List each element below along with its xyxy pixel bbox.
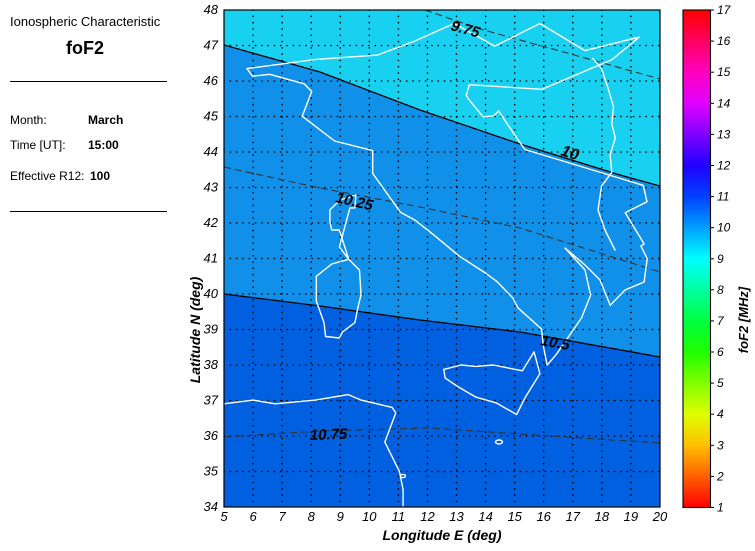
svg-text:34: 34 [204,499,218,514]
svg-text:Longitude E (deg): Longitude E (deg) [383,527,502,543]
svg-text:44: 44 [204,144,218,159]
svg-text:12: 12 [420,509,435,524]
svg-text:2: 2 [716,469,724,483]
svg-text:19: 19 [624,509,638,524]
svg-text:39: 39 [204,322,218,337]
svg-text:14: 14 [478,509,492,524]
svg-text:37: 37 [204,393,219,408]
svg-text:10: 10 [362,509,377,524]
svg-text:41: 41 [204,251,218,266]
svg-text:4: 4 [717,407,724,421]
svg-text:7: 7 [717,314,725,328]
svg-text:10: 10 [717,221,731,235]
svg-text:12: 12 [717,159,731,173]
svg-text:9: 9 [337,509,344,524]
svg-text:20: 20 [652,509,668,524]
svg-text:16: 16 [717,34,731,48]
svg-text:35: 35 [204,464,219,479]
svg-text:36: 36 [204,428,219,443]
svg-text:42: 42 [204,215,219,230]
svg-text:9: 9 [717,252,724,266]
svg-text:13: 13 [449,509,464,524]
svg-text:7: 7 [278,509,286,524]
svg-text:11: 11 [717,190,729,204]
svg-text:38: 38 [204,357,219,372]
svg-text:foF2 [MHz]: foF2 [MHz] [736,286,751,353]
svg-text:10.75: 10.75 [310,426,349,444]
svg-text:46: 46 [204,73,219,88]
svg-text:13: 13 [717,127,731,141]
svg-text:15: 15 [507,509,522,524]
svg-text:17: 17 [717,3,732,17]
svg-text:17: 17 [566,509,581,524]
svg-text:48: 48 [204,2,219,17]
svg-text:16: 16 [536,509,551,524]
svg-text:47: 47 [204,38,219,53]
svg-text:45: 45 [204,109,219,124]
svg-text:18: 18 [595,509,610,524]
svg-text:8: 8 [308,509,316,524]
svg-text:6: 6 [249,509,257,524]
svg-text:5: 5 [220,509,228,524]
svg-text:5: 5 [717,376,724,390]
svg-text:Latitude N (deg): Latitude N (deg) [187,276,203,383]
svg-text:3: 3 [717,438,724,452]
svg-text:6: 6 [717,345,724,359]
svg-text:14: 14 [717,96,731,110]
svg-text:1: 1 [717,501,724,515]
svg-text:15: 15 [717,65,731,79]
svg-text:43: 43 [204,180,219,195]
svg-text:40: 40 [204,286,219,301]
svg-text:8: 8 [717,283,724,297]
svg-text:11: 11 [392,509,406,524]
